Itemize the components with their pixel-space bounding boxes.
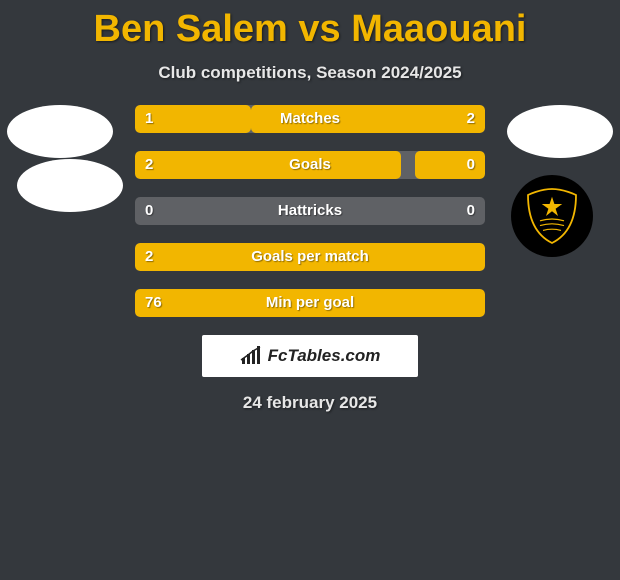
- stat-row: Goals2 0: [135, 151, 485, 179]
- branding-text: FcTables.com: [268, 346, 381, 366]
- stat-bars: Matches12Goals20Hattricks00Goals per mat…: [135, 105, 485, 317]
- stat-row: Matches1 2: [135, 105, 485, 133]
- stat-row: Goals per match2: [135, 243, 485, 271]
- stat-value-left: 76: [135, 289, 172, 317]
- stat-row: Hattricks0 0: [135, 197, 485, 225]
- stat-value-right: 2: [457, 105, 485, 133]
- stat-label: Min per goal: [135, 289, 485, 317]
- player-left-avatar: [7, 105, 113, 158]
- stat-label: Goals: [135, 151, 485, 179]
- stat-label: Hattricks: [135, 197, 485, 225]
- bar-chart-icon: [240, 346, 264, 366]
- player-right-avatar: [507, 105, 613, 158]
- page-title: Ben Salem vs Maaouani: [0, 0, 620, 51]
- stat-label: Goals per match: [135, 243, 485, 271]
- stat-label: Matches: [135, 105, 485, 133]
- stat-value-left: 1: [135, 105, 163, 133]
- stat-value-left: 2: [135, 151, 163, 179]
- subtitle: Club competitions, Season 2024/2025: [0, 63, 620, 83]
- player-right-club-badge: [511, 175, 593, 257]
- comparison-body: Matches12Goals20Hattricks00Goals per mat…: [0, 105, 620, 413]
- date-text: 24 february 2025: [0, 393, 620, 413]
- stat-value-right: 0: [457, 197, 485, 225]
- stat-row: Min per goal76: [135, 289, 485, 317]
- player-left-club-badge: [17, 159, 123, 212]
- stat-value-left: 0: [135, 197, 163, 225]
- stat-value-left: 2: [135, 243, 163, 271]
- stat-value-right: 0: [457, 151, 485, 179]
- branding-badge: FcTables.com: [202, 335, 418, 377]
- shield-icon: [522, 186, 582, 246]
